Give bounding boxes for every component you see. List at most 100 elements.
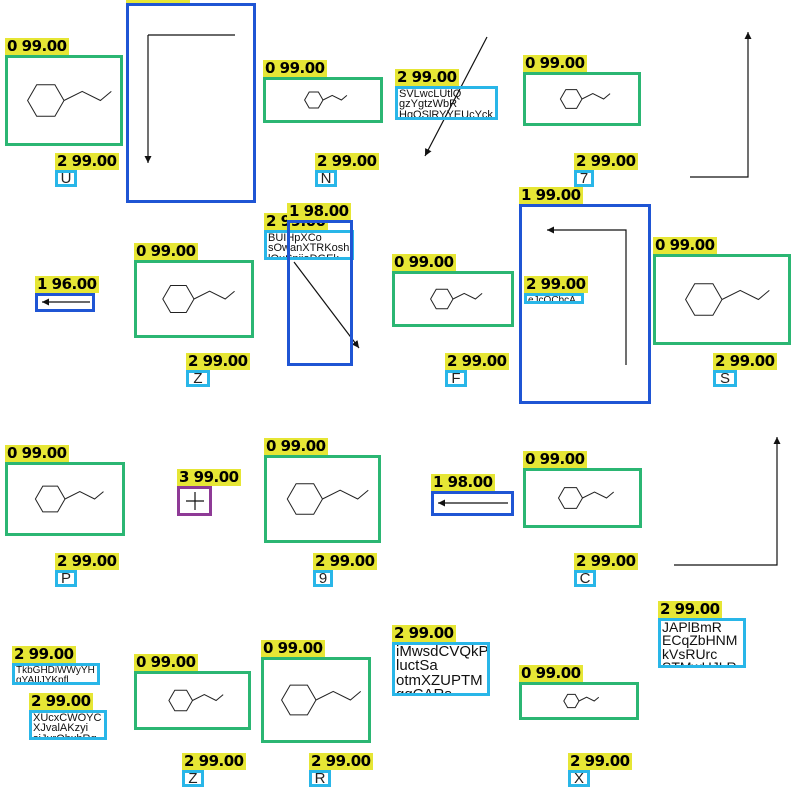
structure — [27, 84, 112, 117]
score-tag: 2 99.00 — [55, 552, 119, 570]
structure — [563, 693, 600, 709]
score-tag: 0 99.00 — [134, 242, 198, 260]
box-text: TkbGHDiWWyYH gYAIIJYKpfl — [16, 665, 95, 685]
text-box: F — [445, 370, 467, 387]
score-tag: 1 98.00 — [287, 202, 351, 220]
score-tag: 0 99.00 — [261, 639, 325, 657]
box-text: U — [60, 170, 72, 187]
text-box: XUcxCWOYC XJvalAKzyi sjJurOhxhRq — [29, 710, 107, 740]
score-tag: 2 99.00 — [392, 624, 456, 642]
text-box: Z — [186, 370, 210, 387]
molecule-box — [134, 260, 254, 338]
arrow-box — [519, 204, 651, 404]
structure — [685, 283, 770, 316]
score-tag: 2 99.00 — [313, 552, 377, 570]
text-line: HgQSlRYYEUcYck — [399, 108, 493, 120]
structure — [286, 483, 369, 515]
text-box: S — [713, 370, 737, 387]
score-tag: 2 99.00 — [568, 752, 632, 770]
molecule-box — [392, 271, 514, 327]
text-box: Z — [182, 770, 204, 787]
box-text: BUIHpXCo sOwanXTRKosh lQuSpjiaDGEk — [268, 232, 349, 257]
text-line: BUIHpXCo — [268, 232, 322, 244]
box-text: iMwsdCVQkP luctSa otmXZUPTM qqCARs — [396, 643, 489, 693]
score-tag: 0 99.00 — [523, 450, 587, 468]
text-line: iMwsdCVQkP — [396, 643, 489, 660]
text-line: XUcxCWOYC — [33, 712, 102, 724]
molecule-box — [5, 55, 123, 146]
score-tag: 2 99.00 — [182, 752, 246, 770]
score-tag: 1 96.00 — [35, 275, 99, 293]
text-line: otmXZUPTM — [396, 671, 483, 689]
text-box: eJcOCbcA — [524, 293, 584, 304]
box-text: X — [573, 770, 584, 787]
text-line: gzYgtzWbR — [399, 98, 458, 111]
text-line: SVLwcLUtlQ — [399, 88, 462, 100]
score-tag: 2 99.00 — [309, 752, 373, 770]
box-text: P — [60, 570, 71, 587]
score-tag: 2 99.00 — [713, 352, 777, 370]
score-tag: 0 99.00 — [519, 664, 583, 682]
structure — [34, 485, 104, 513]
text-box: C — [574, 570, 596, 587]
score-tag: 2 99.00 — [658, 600, 722, 618]
box-text: XUcxCWOYC XJvalAKzyi sjJurOhxhRq — [33, 712, 102, 740]
box-text: C — [579, 570, 591, 587]
box-text: SVLwcLUtlQ gzYgtzWbR HgQSlRYYEUcYck — [399, 88, 493, 120]
score-tag: 0 99.00 — [653, 236, 717, 254]
score-tag: 0 99.00 — [134, 653, 198, 671]
molecule-box — [653, 254, 791, 345]
text-box: X — [568, 770, 590, 787]
text-line: gYAIIJYKpfl — [16, 674, 69, 685]
structure — [557, 487, 615, 509]
box-text: 9 — [318, 570, 328, 587]
box-text: N — [320, 170, 332, 187]
molecule-box — [263, 77, 383, 123]
structure — [281, 684, 362, 716]
box-text: 7 — [579, 170, 589, 187]
molecule-box — [261, 657, 371, 743]
molecule-box — [264, 455, 381, 543]
score-tag: 2 99.00 — [574, 552, 638, 570]
score-tag: 0 99.00 — [5, 444, 69, 462]
text-line: STMwUJLR — [662, 658, 737, 668]
structure — [559, 89, 611, 109]
arrow-box — [126, 3, 256, 203]
text-line: ECqZbHNM — [662, 632, 738, 649]
box-text: F — [451, 370, 461, 387]
text-line: kVsRUrc — [662, 645, 718, 662]
text-box: R — [309, 770, 331, 787]
text-line: TkbGHDiWWyYH — [16, 665, 95, 676]
score-tag: 0 99.00 — [263, 59, 327, 77]
box-text: eJcOCbcA — [528, 295, 576, 304]
text-box: U — [55, 170, 77, 187]
structure — [162, 284, 235, 314]
score-tag: 2 99.00 — [29, 692, 93, 710]
box-text: S — [719, 370, 730, 387]
text-line: sjJurOhxhRq — [33, 732, 97, 740]
box-text: Z — [193, 370, 203, 387]
box-text: R — [314, 770, 326, 787]
text-box: iMwsdCVQkP luctSa otmXZUPTM qqCARs — [392, 642, 490, 696]
text-box: 7 — [574, 170, 594, 187]
score-tag: 2 99.00 — [55, 152, 119, 170]
arrow-box — [35, 293, 95, 312]
text-box: P — [55, 570, 77, 587]
reaction-arrows — [42, 32, 781, 566]
box-text: Z — [188, 770, 198, 787]
score-tag: 1 99.00 — [126, 0, 190, 3]
plus-box — [177, 486, 212, 516]
molecule-box — [519, 682, 639, 720]
score-tag: 0 99.00 — [523, 54, 587, 72]
score-tag: 2 99.00 — [12, 645, 76, 663]
structure — [168, 689, 224, 712]
score-tag: 2 99.00 — [395, 68, 459, 86]
text-line: eJcOCbcA — [528, 295, 576, 304]
text-box: SVLwcLUtlQ gzYgtzWbR HgQSlRYYEUcYck — [395, 86, 498, 120]
score-tag: 0 99.00 — [264, 437, 328, 455]
score-tag: 3 99.00 — [177, 468, 241, 486]
text-line: XJvalAKzyi — [33, 722, 89, 735]
structure — [430, 288, 483, 310]
